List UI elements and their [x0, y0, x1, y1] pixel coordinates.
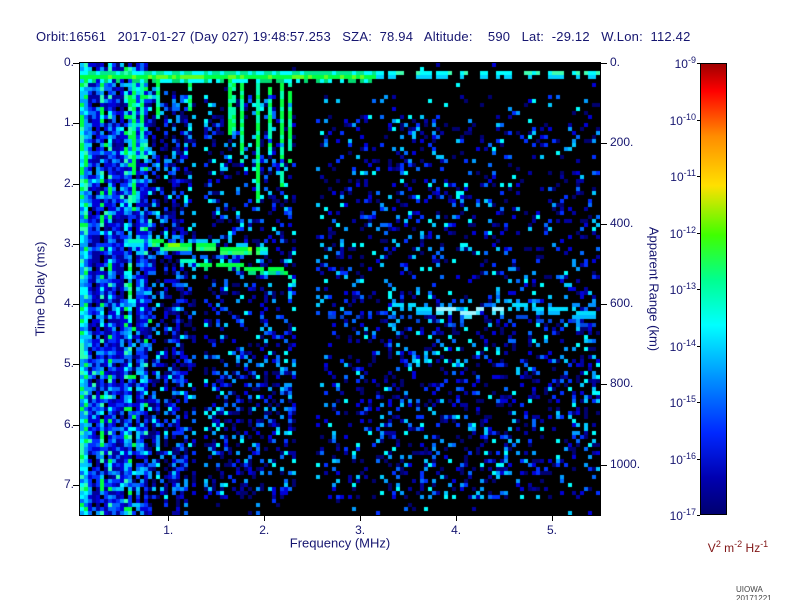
- y-right-tick-mark: [601, 143, 607, 145]
- x-tick-mark: [456, 516, 458, 521]
- colorbar-tick-mark: [697, 232, 700, 234]
- x-tick-label: 1.: [163, 523, 174, 537]
- x-tick-label: 3.: [355, 523, 366, 537]
- x-tick-mark: [360, 516, 362, 521]
- y-left-tick-mark: [73, 243, 79, 245]
- y-right-tick-label: 600.: [610, 296, 634, 311]
- colorbar: [700, 63, 727, 515]
- colorbar-tick-label: 10-14: [669, 337, 696, 354]
- colorbar-tick-mark: [697, 63, 700, 64]
- x-tick-label: 2.: [259, 523, 270, 537]
- colorbar-tick-label: 10-9: [674, 55, 696, 71]
- x-axis-label: Frequency (MHz): [289, 535, 391, 551]
- y-right-tick-label: 1000.: [610, 456, 641, 471]
- spectrogram-canvas: [80, 63, 600, 515]
- y-left-tick-mark: [73, 304, 79, 306]
- y-left-tick-label: 3.: [63, 235, 74, 250]
- colorbar-tick-label: 10-13: [669, 281, 696, 297]
- y-left-tick-mark: [73, 424, 79, 426]
- y-left-tick-label: 7.: [63, 476, 74, 491]
- colorbar-tick-label: 10-10: [669, 111, 696, 128]
- y-right-tick-mark: [601, 464, 607, 466]
- x-tick-label: 4.: [451, 523, 462, 537]
- y-right-tick-mark: [601, 304, 607, 306]
- colorbar-tick-mark: [697, 289, 700, 290]
- x-tick-label: 5.: [547, 523, 558, 537]
- y-left-axis-label: Time Delay (ms): [32, 241, 48, 337]
- x-tick-mark: [264, 516, 266, 521]
- colorbar-tick-mark: [697, 458, 700, 460]
- x-tick-mark: [168, 516, 170, 521]
- colorbar-tick-mark: [697, 515, 700, 516]
- colorbar-tick-label: 10-16: [669, 450, 696, 467]
- y-left-tick-label: 4.: [63, 296, 74, 311]
- y-left-tick-mark: [73, 484, 79, 486]
- x-tick-mark: [552, 516, 554, 521]
- y-right-tick-label: 0.: [610, 55, 621, 69]
- spectrogram-plot: [79, 62, 601, 516]
- y-left-tick-mark: [73, 63, 79, 64]
- colorbar-tick-mark: [697, 119, 700, 121]
- colorbar-tick-mark: [697, 345, 700, 347]
- y-left-tick-mark: [73, 183, 79, 185]
- y-right-tick-mark: [601, 63, 607, 64]
- y-left-tick-label: 2.: [63, 175, 74, 190]
- y-left-tick-mark: [73, 364, 79, 366]
- colorbar-unit-label: V2 m-2 Hz-1: [707, 539, 769, 555]
- y-right-tick-label: 800.: [610, 376, 634, 391]
- colorbar-tick-mark: [697, 402, 700, 403]
- colorbar-tick-label: 10-17: [669, 507, 696, 523]
- colorbar-tick-label: 10-11: [670, 168, 696, 184]
- y-left-tick-label: 0.: [63, 55, 74, 69]
- colorbar-tick-label: 10-12: [669, 224, 696, 241]
- watermark: UIOWA 20171221: [736, 585, 772, 600]
- y-right-tick-mark: [601, 384, 607, 386]
- y-left-tick-label: 5.: [63, 356, 74, 371]
- colorbar-tick-mark: [697, 176, 700, 177]
- y-left-tick-label: 6.: [63, 416, 74, 431]
- colorbar-tick-label: 10-15: [669, 394, 696, 410]
- y-right-tick-label: 400.: [610, 215, 634, 230]
- y-right-tick-label: 200.: [610, 135, 634, 150]
- y-left-tick-mark: [73, 123, 79, 125]
- y-left-tick-label: 1.: [63, 115, 74, 130]
- header-status-line: Orbit:16561 2017-01-27 (Day 027) 19:48:5…: [36, 29, 691, 44]
- y-right-tick-mark: [601, 223, 607, 225]
